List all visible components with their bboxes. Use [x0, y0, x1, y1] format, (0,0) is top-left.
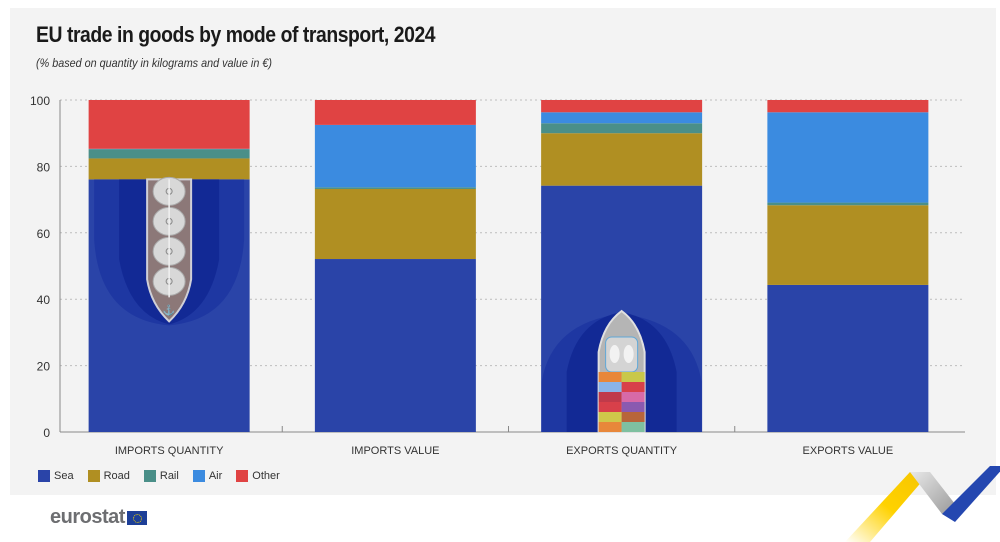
legend-swatch-other	[236, 470, 249, 482]
y-tick-label: 40	[37, 293, 51, 307]
bar-segment-other	[314, 100, 476, 125]
chart-subtitle: (% based on quantity in kilograms and va…	[36, 56, 272, 70]
cargo-container	[598, 372, 622, 382]
bar-segment-rail	[314, 187, 476, 189]
legend-label: Other	[252, 470, 280, 482]
bar-segment-other	[541, 100, 703, 113]
bar-segment-rail	[541, 123, 703, 134]
x-tick-label: IMPORTS VALUE	[351, 445, 439, 457]
cargo-container	[621, 412, 645, 422]
bar-segment-other	[767, 100, 929, 113]
bar-segment-sea	[314, 259, 476, 432]
chart-title: EU trade in goods by mode of transport, …	[36, 22, 436, 47]
legend-label: Sea	[54, 470, 74, 482]
legend-item-air: Air	[192, 470, 223, 482]
cargo-container	[621, 382, 645, 392]
cargo-container	[598, 422, 622, 432]
legend: Sea Road Rail Air Other	[38, 470, 294, 482]
y-tick-label: 100	[30, 94, 50, 108]
cargo-container	[598, 402, 622, 412]
legend-item-other: Other	[236, 470, 280, 482]
cargo-container	[621, 402, 645, 412]
legend-label: Road	[103, 470, 130, 482]
logo-text: eurostat	[50, 506, 125, 528]
bar-segment-road	[314, 188, 476, 260]
cargo-container	[621, 422, 645, 432]
eu-flag-icon	[126, 510, 147, 525]
bar-segment-air	[767, 112, 929, 203]
bar-segment-sea	[767, 284, 929, 432]
bar-segment-rail	[88, 149, 250, 159]
bar-segment-road	[767, 205, 929, 285]
legend-item-road: Road	[87, 470, 130, 482]
bar-segment-rail	[767, 202, 929, 206]
bar-segment-air	[314, 124, 476, 188]
eurostat-swoosh-icon	[845, 466, 1000, 542]
x-tick-label: IMPORTS QUANTITY	[115, 445, 224, 457]
x-tick-label: EXPORTS QUANTITY	[566, 445, 678, 457]
y-tick-label: 60	[37, 227, 51, 241]
legend-swatch-rail	[143, 470, 156, 482]
x-tick-label: EXPORTS VALUE	[803, 445, 894, 457]
ship-window	[609, 345, 620, 363]
legend-swatch-air	[192, 470, 205, 482]
bar-segment-air	[541, 112, 703, 124]
y-tick-label: 0	[43, 426, 50, 440]
legend-swatch-sea	[38, 470, 50, 482]
cargo-container	[598, 392, 622, 402]
bar-segment-other	[88, 100, 250, 149]
cargo-container	[598, 382, 622, 392]
cargo-container	[598, 412, 622, 422]
anchor-icon: ⚓	[163, 303, 175, 316]
cargo-container	[621, 392, 645, 402]
ship-window	[623, 345, 634, 363]
legend-item-sea: Sea	[38, 470, 74, 482]
cargo-container	[621, 372, 645, 382]
legend-label: Rail	[159, 470, 179, 482]
eurostat-logo: eurostat	[50, 506, 147, 529]
legend-label: Air	[208, 470, 223, 482]
bar-segment-road	[88, 158, 250, 180]
bar-segment-road	[541, 133, 703, 186]
y-tick-label: 20	[37, 360, 51, 374]
y-tick-label: 80	[37, 160, 51, 174]
legend-swatch-road	[87, 470, 100, 482]
legend-item-rail: Rail	[143, 470, 179, 482]
